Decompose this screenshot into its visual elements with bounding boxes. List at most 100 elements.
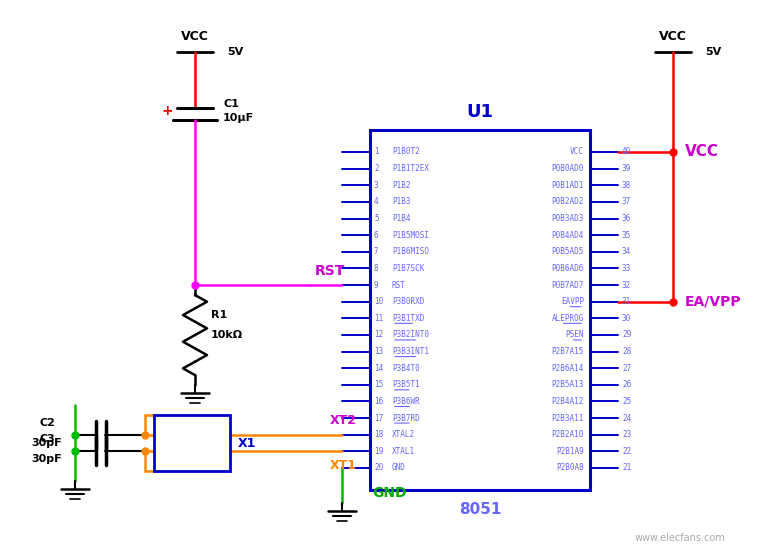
Text: P3B5T1: P3B5T1	[392, 380, 419, 389]
Text: P0B3AD3: P0B3AD3	[551, 214, 584, 223]
Text: C2: C2	[39, 418, 55, 428]
Text: GND: GND	[372, 486, 406, 500]
Text: P0B5AD5: P0B5AD5	[551, 248, 584, 256]
Text: 5: 5	[374, 214, 379, 223]
Text: P2B5A13: P2B5A13	[551, 380, 584, 389]
Text: XT1: XT1	[330, 459, 357, 472]
Text: X1: X1	[238, 437, 256, 450]
Text: 30: 30	[622, 314, 631, 323]
Text: 11: 11	[374, 314, 383, 323]
Text: P0B6AD6: P0B6AD6	[551, 264, 584, 273]
Text: RST: RST	[315, 264, 345, 278]
Text: P1B7SCK: P1B7SCK	[392, 264, 424, 273]
Text: 20: 20	[374, 464, 383, 473]
Text: 32: 32	[622, 281, 631, 290]
Text: C1: C1	[223, 99, 239, 109]
Text: VCC: VCC	[685, 144, 719, 160]
Text: P1B6MISO: P1B6MISO	[392, 248, 429, 256]
Bar	[154, 415, 230, 471]
Text: 37: 37	[622, 197, 631, 207]
Text: 18: 18	[374, 430, 383, 439]
Text: 19: 19	[374, 447, 383, 456]
Text: 13: 13	[374, 347, 383, 356]
Text: 10μF: 10μF	[223, 113, 254, 123]
Text: P3B0RXD: P3B0RXD	[392, 297, 424, 306]
Text: 30pF: 30pF	[32, 454, 62, 464]
Text: P2B4A12: P2B4A12	[551, 397, 584, 406]
Text: 8: 8	[374, 264, 379, 273]
Text: 2: 2	[374, 164, 379, 173]
Text: C3: C3	[39, 435, 55, 445]
Text: P2B6A14: P2B6A14	[551, 363, 584, 373]
Text: 5V: 5V	[227, 47, 243, 57]
Text: VCC: VCC	[570, 147, 584, 156]
Text: P1B2: P1B2	[392, 181, 411, 190]
Text: P3B4T0: P3B4T0	[392, 363, 419, 373]
Text: 16: 16	[374, 397, 383, 406]
Text: P3B6WR: P3B6WR	[392, 397, 419, 406]
Text: 10: 10	[374, 297, 383, 306]
Text: XT2: XT2	[330, 414, 357, 427]
Text: 22: 22	[622, 447, 631, 456]
Text: PSEN: PSEN	[565, 330, 584, 339]
Text: 34: 34	[622, 248, 631, 256]
Text: 4: 4	[374, 197, 379, 207]
Text: 1: 1	[374, 147, 379, 156]
Text: P0B0AD0: P0B0AD0	[551, 164, 584, 173]
Text: www.elecfans.com: www.elecfans.com	[635, 533, 726, 543]
Text: EA/VPP: EA/VPP	[685, 295, 742, 309]
Text: P3B3INT1: P3B3INT1	[392, 347, 429, 356]
Text: P2B3A11: P2B3A11	[551, 414, 584, 423]
Text: 26: 26	[622, 380, 631, 389]
Text: 27: 27	[622, 363, 631, 373]
Text: 10kΩ: 10kΩ	[211, 330, 243, 340]
Text: ALEPROG: ALEPROG	[551, 314, 584, 323]
Text: 30pF: 30pF	[32, 438, 62, 448]
Text: 8051: 8051	[458, 502, 501, 517]
Text: 31: 31	[622, 297, 631, 306]
Text: 25: 25	[622, 397, 631, 406]
Text: XTAL1: XTAL1	[392, 447, 415, 456]
Text: 33: 33	[622, 264, 631, 273]
Bar	[370, 130, 590, 490]
Text: 29: 29	[622, 330, 631, 339]
Text: VCC: VCC	[181, 30, 209, 43]
Text: P1B5MOSI: P1B5MOSI	[392, 231, 429, 240]
Text: VCC: VCC	[659, 30, 687, 43]
Text: P1B3: P1B3	[392, 197, 411, 207]
Text: 3: 3	[374, 181, 379, 190]
Text: P1B0T2: P1B0T2	[392, 147, 419, 156]
Text: EAVPP: EAVPP	[561, 297, 584, 306]
Text: P0B7AD7: P0B7AD7	[551, 281, 584, 290]
Text: 7: 7	[374, 248, 379, 256]
Text: P3B2INT0: P3B2INT0	[392, 330, 429, 339]
Text: 38: 38	[622, 181, 631, 190]
Text: 9: 9	[374, 281, 379, 290]
Text: 35: 35	[622, 231, 631, 240]
Text: P2B0A8: P2B0A8	[556, 464, 584, 473]
Text: 5V: 5V	[705, 47, 721, 57]
Text: 40: 40	[622, 147, 631, 156]
Text: U1: U1	[466, 103, 494, 121]
Text: P1B1T2EX: P1B1T2EX	[392, 164, 429, 173]
Text: P0B4AD4: P0B4AD4	[551, 231, 584, 240]
Text: 21: 21	[622, 464, 631, 473]
Text: 12: 12	[374, 330, 383, 339]
Text: P2B7A15: P2B7A15	[551, 347, 584, 356]
Text: 39: 39	[622, 164, 631, 173]
Text: 14: 14	[374, 363, 383, 373]
Text: R1: R1	[211, 310, 227, 320]
Text: P3B1TXD: P3B1TXD	[392, 314, 424, 323]
Text: 23: 23	[622, 430, 631, 439]
Text: RST: RST	[392, 281, 406, 290]
Text: P3B7RD: P3B7RD	[392, 414, 419, 423]
Text: P0B1AD1: P0B1AD1	[551, 181, 584, 190]
Text: P1B4: P1B4	[392, 214, 411, 223]
Text: P2B1A9: P2B1A9	[556, 447, 584, 456]
Text: 28: 28	[622, 347, 631, 356]
Text: 36: 36	[622, 214, 631, 223]
Text: 17: 17	[374, 414, 383, 423]
Text: XTAL2: XTAL2	[392, 430, 415, 439]
Text: P0B2AD2: P0B2AD2	[551, 197, 584, 207]
Text: GND: GND	[392, 464, 406, 473]
